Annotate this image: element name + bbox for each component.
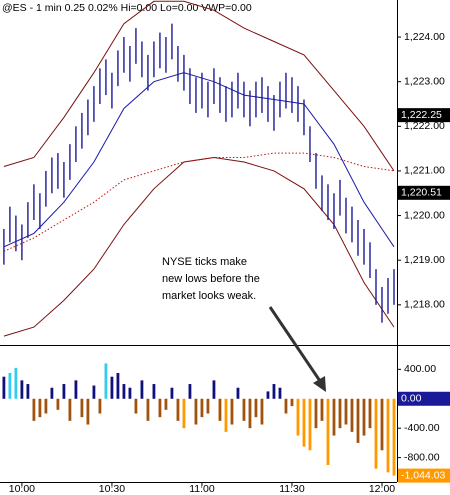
tick-bar: [92, 385, 96, 399]
tick-bar: [62, 384, 66, 399]
tick-bar: [38, 398, 42, 418]
tick-bar: [44, 398, 48, 414]
price-marker: [398, 108, 450, 123]
tick-bar: [104, 363, 108, 399]
y-tick-label: 1,219.00: [404, 254, 445, 266]
annotation-arrow: [268, 306, 324, 385]
tick-bar: [278, 387, 282, 399]
tick-bar: [254, 398, 258, 418]
overlay-line: [3, 152, 395, 252]
tick-bar: [164, 398, 168, 410]
tick-bar: [122, 384, 126, 399]
tick-bar: [206, 398, 210, 414]
tick-bar: [344, 398, 348, 425]
tick-bar: [368, 398, 372, 429]
tick-bar: [200, 398, 204, 418]
tick-bar: [80, 398, 84, 418]
tick-bar: [362, 398, 366, 436]
tick-bar: [158, 398, 162, 418]
overlay-line: [3, 72, 395, 248]
x-tick-label: 12:00: [369, 483, 395, 495]
tick-bar: [8, 373, 12, 399]
tick-bar: [212, 380, 216, 399]
chart-title: @ES - 1 min 0.25 0.02% Hi=0.00 Lo=0.00 V…: [2, 2, 252, 14]
annotation: market looks weak.: [162, 290, 256, 302]
tick-bar: [68, 398, 72, 421]
tick-bar: [56, 398, 60, 410]
tick-bar: [26, 384, 30, 399]
price-marker-label: 0.00: [401, 393, 422, 405]
price-marker-label: -1,044.03: [401, 469, 446, 481]
tick-bar: [332, 398, 336, 436]
price-marker: [398, 185, 450, 200]
tick-bar: [86, 398, 90, 425]
tick-bar: [74, 380, 78, 399]
y-tick-label: 1,222.00: [404, 120, 445, 132]
x-tick-label: 10:30: [99, 483, 125, 495]
tick-bar: [152, 384, 156, 399]
tick-bar: [290, 398, 294, 407]
x-tick-label: 11:30: [279, 483, 305, 495]
tick-bar: [266, 391, 270, 399]
tick-bar: [128, 387, 132, 399]
tick-bar: [338, 398, 342, 429]
y-tick-label: 1,221.00: [404, 165, 445, 177]
tick-bar: [356, 398, 360, 443]
tick-bar: [176, 398, 180, 421]
annotation: new lows before the: [162, 273, 260, 285]
y-tick-label: 1,223.00: [404, 75, 445, 87]
x-tick-label: 11:00: [189, 483, 215, 495]
tick-bar: [326, 398, 330, 465]
price-marker: [398, 468, 450, 483]
tick-bar: [224, 398, 228, 432]
tick-bar: [260, 398, 264, 425]
y-tick-label: 1,224.00: [404, 31, 445, 43]
x-tick-label: 10:00: [9, 483, 35, 495]
y-tick-label: 400.00: [404, 363, 436, 375]
price-marker-label: 1,222.25: [401, 109, 442, 121]
tick-bar: [146, 398, 150, 421]
tick-bar: [14, 367, 18, 399]
tick-bar: [230, 398, 234, 425]
tick-bar: [314, 398, 318, 429]
tick-bar: [110, 376, 114, 399]
price-marker: [398, 391, 450, 406]
tick-bar: [296, 398, 300, 436]
tick-bar: [374, 398, 378, 469]
tick-bar: [2, 376, 6, 399]
tick-bar: [182, 398, 186, 429]
y-tick-label: -400.00: [404, 422, 440, 434]
tick-bar: [140, 380, 144, 399]
tick-bar: [272, 384, 276, 399]
tick-bar: [350, 398, 354, 432]
tick-bar: [380, 398, 384, 451]
tick-bar: [320, 398, 324, 421]
y-tick-label: -800.00: [404, 451, 440, 463]
tick-bar: [308, 398, 312, 451]
tick-bar: [20, 380, 24, 399]
annotation-arrowhead: [313, 376, 326, 392]
tick-bar: [392, 398, 396, 476]
y-tick-label: 1,218.00: [404, 299, 445, 311]
tick-bar: [302, 398, 306, 447]
tick-bar: [284, 398, 288, 414]
y-tick-label: 1,220.00: [404, 209, 445, 221]
tick-bar: [134, 398, 138, 414]
tick-bar: [170, 387, 174, 399]
tick-bar: [236, 387, 240, 399]
tick-bar: [242, 398, 246, 421]
tick-bar: [248, 398, 252, 429]
tick-bar: [218, 398, 222, 421]
tick-bar: [386, 398, 390, 473]
tick-bar: [98, 398, 102, 414]
tick-bar: [32, 398, 36, 421]
tick-bar: [188, 384, 192, 399]
annotation: NYSE ticks make: [162, 256, 247, 268]
tick-bar: [194, 398, 198, 425]
tick-bar: [116, 373, 120, 399]
tick-bar: [50, 387, 54, 399]
overlay-line: [3, 0, 395, 172]
price-marker-label: 1,220.51: [401, 187, 442, 199]
